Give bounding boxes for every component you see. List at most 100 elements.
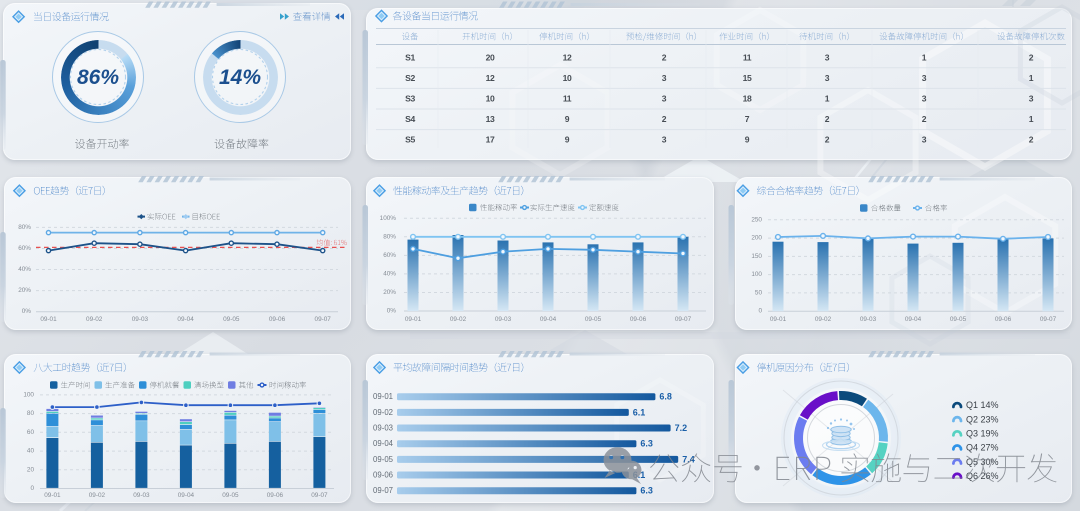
svg-text:9: 9 [565, 135, 570, 145]
svg-text:1: 1 [1029, 73, 1034, 83]
svg-text:09-06: 09-06 [267, 492, 284, 499]
svg-text:09-04: 09-04 [540, 316, 557, 323]
svg-text:7.4: 7.4 [682, 454, 695, 464]
svg-text:18: 18 [743, 94, 752, 104]
svg-text:09-02: 09-02 [450, 316, 467, 323]
svg-text:0%: 0% [22, 308, 32, 315]
svg-text:09-05: 09-05 [373, 455, 394, 464]
svg-text:Q6 26%: Q6 26% [966, 471, 999, 481]
svg-text:09-03: 09-03 [860, 316, 877, 323]
svg-text:S2: S2 [405, 73, 415, 83]
svg-text:09-03: 09-03 [373, 424, 393, 433]
svg-text:Q3 19%: Q3 19% [966, 429, 999, 439]
svg-text:6.1: 6.1 [633, 407, 646, 417]
svg-text:S5: S5 [405, 135, 415, 145]
svg-text:10: 10 [486, 94, 495, 104]
svg-text:3: 3 [825, 73, 830, 83]
svg-text:09-06: 09-06 [269, 316, 286, 323]
svg-text:1: 1 [1029, 114, 1034, 124]
svg-text:09-04: 09-04 [373, 439, 394, 448]
svg-text:2: 2 [662, 53, 667, 63]
svg-text:3: 3 [825, 53, 830, 63]
svg-text:09-05: 09-05 [585, 316, 602, 323]
svg-text:60: 60 [27, 429, 35, 436]
svg-text:0: 0 [30, 485, 34, 492]
svg-text:2: 2 [825, 114, 830, 124]
svg-text:09-04: 09-04 [178, 492, 195, 499]
svg-text:09-03: 09-03 [133, 492, 150, 499]
svg-text:150: 150 [751, 253, 762, 260]
svg-text:1: 1 [922, 53, 927, 63]
svg-text:100%: 100% [380, 215, 397, 222]
svg-text:40: 40 [27, 448, 35, 455]
svg-text:2: 2 [662, 114, 667, 124]
svg-text:3: 3 [1029, 94, 1034, 104]
svg-text:60%: 60% [383, 252, 396, 259]
svg-text:7.2: 7.2 [675, 423, 688, 433]
svg-text:2: 2 [825, 135, 830, 145]
svg-text:Q1 14%: Q1 14% [966, 400, 999, 410]
svg-text:3: 3 [922, 73, 927, 83]
svg-text:0: 0 [758, 308, 762, 315]
svg-text:09-05: 09-05 [222, 492, 239, 499]
svg-text:80%: 80% [383, 233, 396, 240]
svg-text:40%: 40% [383, 270, 396, 277]
svg-text:2: 2 [1029, 135, 1034, 145]
svg-text:2: 2 [1029, 53, 1034, 63]
svg-text:20: 20 [486, 53, 495, 63]
svg-text:2: 2 [922, 114, 927, 124]
svg-text:09-01: 09-01 [373, 392, 393, 401]
svg-text:1: 1 [825, 94, 830, 104]
svg-text:09-01: 09-01 [44, 492, 61, 499]
svg-text:6.8: 6.8 [659, 392, 672, 402]
svg-text:50: 50 [755, 289, 763, 296]
svg-text:13: 13 [486, 114, 495, 124]
svg-text:09-06: 09-06 [630, 316, 647, 323]
svg-text:09-02: 09-02 [373, 408, 393, 417]
svg-text:09-01: 09-01 [405, 316, 422, 323]
svg-text:3: 3 [922, 94, 927, 104]
svg-text:60%: 60% [18, 245, 31, 252]
svg-text:15: 15 [743, 73, 752, 83]
svg-text:09-02: 09-02 [89, 492, 106, 499]
svg-text:80: 80 [27, 410, 35, 417]
svg-text:09-01: 09-01 [40, 316, 57, 323]
svg-text:09-06: 09-06 [373, 471, 393, 480]
svg-text:09-03: 09-03 [495, 316, 512, 323]
svg-text:3: 3 [662, 73, 667, 83]
svg-text:3: 3 [662, 135, 667, 145]
svg-text:40%: 40% [18, 266, 31, 273]
svg-text:0%: 0% [387, 308, 397, 315]
svg-text:Q2 23%: Q2 23% [966, 414, 999, 424]
svg-text:09-07: 09-07 [311, 492, 328, 499]
svg-text:17: 17 [486, 135, 495, 145]
svg-text:100: 100 [23, 391, 34, 398]
svg-text:09-04: 09-04 [177, 316, 194, 323]
svg-text:12: 12 [486, 73, 495, 83]
svg-text:11: 11 [563, 94, 572, 104]
svg-text:20%: 20% [18, 287, 31, 294]
svg-text:6.3: 6.3 [640, 439, 653, 449]
svg-text:3: 3 [662, 94, 667, 104]
svg-text:09-02: 09-02 [815, 316, 832, 323]
svg-text:10: 10 [563, 73, 572, 83]
svg-text:80%: 80% [18, 224, 31, 231]
svg-text:20: 20 [27, 466, 35, 473]
svg-text:09-02: 09-02 [86, 316, 103, 323]
svg-text:09-07: 09-07 [675, 316, 692, 323]
svg-text:9: 9 [745, 135, 750, 145]
svg-text:6.3: 6.3 [640, 486, 653, 496]
svg-text:86%: 86% [77, 66, 119, 89]
svg-text:12: 12 [563, 53, 572, 63]
svg-text:3: 3 [922, 135, 927, 145]
svg-text:20%: 20% [383, 289, 396, 296]
svg-text:Q4 27%: Q4 27% [966, 443, 999, 453]
svg-text:Q5 30%: Q5 30% [966, 457, 999, 467]
svg-text:250: 250 [751, 216, 762, 223]
svg-text:7: 7 [745, 114, 750, 124]
svg-text:09-05: 09-05 [950, 316, 967, 323]
svg-text:100: 100 [751, 271, 762, 278]
svg-text:S4: S4 [405, 114, 415, 124]
svg-text:09-05: 09-05 [223, 316, 240, 323]
svg-text:S3: S3 [405, 94, 415, 104]
